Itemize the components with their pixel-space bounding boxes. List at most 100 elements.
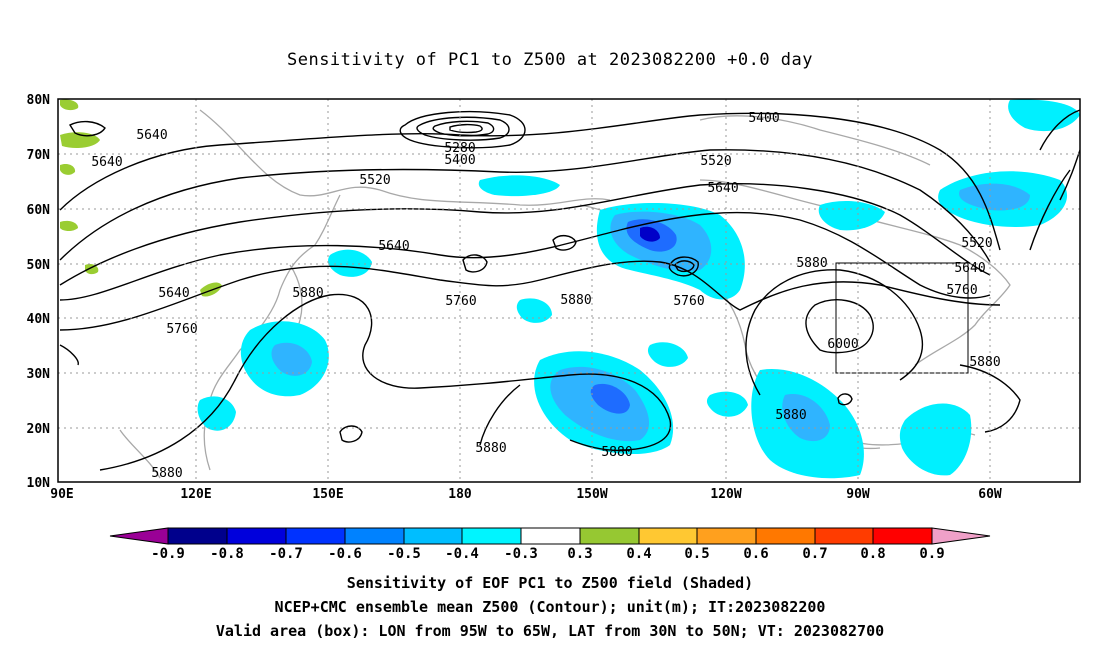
colorbar-label: 0.9: [919, 546, 944, 562]
colorbar-label: -0.9: [151, 546, 185, 562]
colorbar-segment: [696, 527, 757, 545]
colorbar-label: -0.6: [328, 546, 362, 562]
contour-labels: 5640 5640 5280 5400 5400 5520 5520 5640 …: [91, 111, 1000, 481]
contour-label: 5400: [444, 153, 475, 168]
colorbar-label: 0.7: [802, 546, 827, 562]
colorbar-segment: [167, 527, 228, 545]
colorbar-segment: [814, 527, 874, 545]
colorbar-segment: [520, 527, 581, 545]
shade-cyan: [197, 396, 236, 431]
shade-cyan: [647, 342, 688, 367]
shade-green: [60, 220, 78, 232]
lat-label: 50N: [27, 258, 51, 273]
contour-label: 5400: [748, 111, 779, 126]
colorbar-segment: [579, 527, 640, 545]
lon-label: 90W: [846, 487, 870, 502]
shade-cyan: [818, 200, 885, 231]
contour-label: 5880: [601, 445, 632, 460]
contour-label: 5760: [166, 322, 197, 337]
colorbar-segment: [755, 527, 816, 545]
lat-label: 20N: [27, 422, 51, 437]
contour-label: 5640: [954, 261, 985, 276]
contour-label: 5640: [707, 181, 738, 196]
lat-label: 10N: [27, 476, 51, 491]
figure-title: Sensitivity of PC1 to Z500 at 2023082200…: [286, 50, 813, 70]
colorbar-segment: [638, 527, 698, 545]
contour-label: 5880: [151, 466, 182, 481]
lon-label: 120W: [710, 487, 741, 502]
contour-label: 5640: [91, 155, 122, 170]
contour-label: 5640: [378, 239, 409, 254]
colorbar-labels: -0.9 -0.8 -0.7 -0.6 -0.5 -0.4 -0.3 0.3 0…: [151, 546, 945, 562]
colorbar-segment: [285, 527, 346, 545]
sensitivity-shading: [60, 99, 1080, 479]
shade-cyan: [478, 175, 560, 197]
colorbar-label: 0.4: [626, 546, 651, 562]
contour-label: 5520: [700, 154, 731, 169]
shade-cyan: [706, 391, 748, 417]
contour-label: 5640: [136, 128, 167, 143]
shade-cyan: [1008, 99, 1080, 132]
contour-label: 5880: [292, 286, 323, 301]
lat-label: 40N: [27, 312, 51, 327]
contour-label: 5880: [775, 408, 806, 423]
contour-label: 5640: [158, 286, 189, 301]
lon-label: 150E: [312, 487, 343, 502]
shade-green: [85, 263, 99, 275]
contour-label: 6000: [827, 337, 858, 352]
colorbar-label: 0.8: [860, 546, 885, 562]
colorbar-label: -0.4: [445, 546, 479, 562]
shade-light-blue: [271, 342, 312, 376]
caption-valid-area: Valid area (box): LON from 95W to 65W, L…: [215, 622, 885, 640]
caption-shading: Sensitivity of EOF PC1 to Z500 field (Sh…: [346, 574, 754, 592]
contour-label: 5880: [969, 355, 1000, 370]
lon-label: 180: [448, 487, 472, 502]
contour-label: 5760: [946, 283, 977, 298]
lat-label: 30N: [27, 367, 51, 382]
colorbar-label: -0.8: [210, 546, 244, 562]
shade-cyan: [328, 249, 372, 277]
contour-label: 5880: [475, 441, 506, 456]
valid-area-box: [835, 262, 969, 374]
colorbar-label: -0.7: [269, 546, 303, 562]
lon-axis: 90E 120E 150E 180 150W 120W 90W 60W: [50, 487, 1002, 502]
colorbar: [109, 527, 991, 545]
contour-label: 5520: [359, 173, 390, 188]
colorbar-arrow-left: [109, 527, 169, 545]
colorbar-segment: [403, 527, 463, 545]
shade-green: [60, 99, 79, 111]
shade-green: [60, 163, 76, 175]
map-frame: [57, 98, 1081, 483]
colorbar-label: 0.6: [743, 546, 768, 562]
lon-label: 150W: [576, 487, 607, 502]
contour-label: 5880: [796, 256, 827, 271]
contour-label: 5520: [961, 236, 992, 251]
colorbar-segment: [344, 527, 405, 545]
shade-dark-blue: [640, 226, 660, 242]
shade-cyan: [516, 298, 552, 323]
lat-label: 70N: [27, 148, 51, 163]
colorbar-label: -0.3: [504, 546, 538, 562]
colorbar-segment: [872, 527, 933, 545]
lat-axis: 80N 70N 60N 50N 40N 30N 20N 10N: [27, 93, 51, 491]
colorbar-label: 0.5: [684, 546, 709, 562]
colorbar-label: -0.5: [387, 546, 421, 562]
lat-label: 80N: [27, 93, 51, 108]
contour-label: 5280: [444, 141, 475, 156]
lat-label: 60N: [27, 203, 51, 218]
colorbar-arrow-right: [931, 527, 991, 545]
lon-label: 120E: [180, 487, 211, 502]
shade-light-blue: [959, 183, 1030, 211]
map-gridlines: [58, 99, 1080, 482]
shade-light-blue: [782, 394, 830, 442]
caption-contour: NCEP+CMC ensemble mean Z500 (Contour); u…: [274, 598, 826, 616]
lon-label: 90E: [50, 487, 73, 502]
colorbar-label: 0.3: [567, 546, 592, 562]
colorbar-segment: [226, 527, 287, 545]
lon-label: 60W: [978, 487, 1002, 502]
contour-label: 5880: [560, 293, 591, 308]
shade-cyan: [899, 403, 972, 476]
colorbar-segment: [461, 527, 522, 545]
contour-label: 5760: [445, 294, 476, 309]
